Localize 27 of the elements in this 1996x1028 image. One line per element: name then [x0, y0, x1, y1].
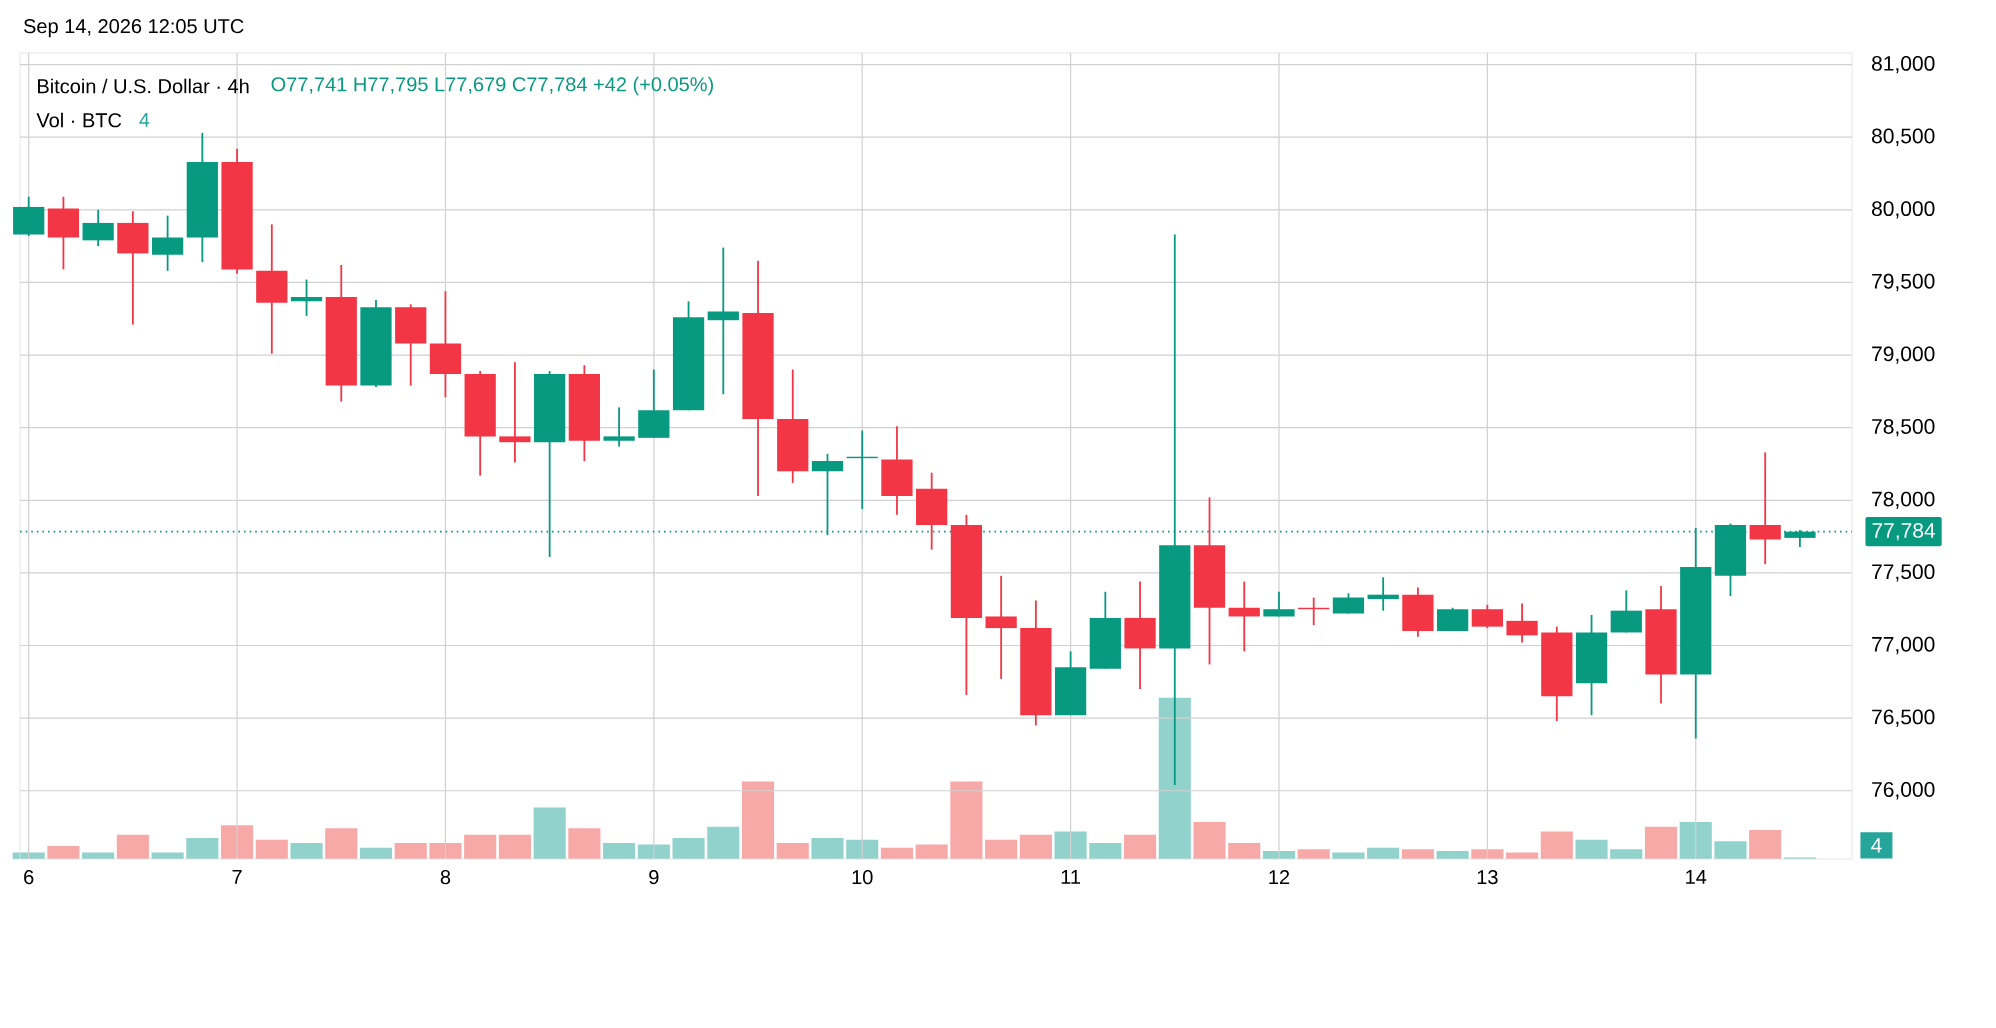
y-tick-label: 79,000: [1872, 346, 1935, 364]
y-tick-label: 76,000: [1872, 782, 1935, 800]
annotation: O77,741 H77,795 L77,679 C77,784 +42 (+0.05%): [271, 76, 713, 96]
text: 4: [139, 113, 150, 127]
y-tick-label: 81,000: [1872, 55, 1935, 74]
y-tick-label: 79,500: [1872, 273, 1935, 292]
x-tick-label: 12: [1269, 870, 1290, 885]
x-tick-label: 7: [232, 870, 242, 884]
x-tick-label: 6: [24, 870, 34, 885]
x-tick-label: 9: [649, 870, 659, 885]
text: 4: [1871, 838, 1882, 853]
x-tick-label: 13: [1477, 870, 1498, 885]
y-tick-label: 80,500: [1872, 128, 1935, 146]
x-tick-label: 14: [1686, 870, 1707, 884]
x-tick-label: 8: [440, 870, 451, 885]
ref-line-label: 77,784: [1872, 523, 1936, 541]
y-tick-label: 78,500: [1872, 419, 1935, 437]
y-tick-label: 77,500: [1872, 564, 1935, 582]
y-tick-label: 80,000: [1872, 201, 1935, 219]
chart-subtitle: Sep 14, 2026 12:05 UTC: [23, 19, 244, 38]
y-tick-label: 77,000: [1872, 636, 1935, 655]
text: Bitcoin / U.S. Dollar · 4h: [38, 78, 249, 94]
y-tick-label: 78,000: [1872, 491, 1935, 509]
chart-title: Vol · BTC: [36, 112, 122, 128]
x-tick-label: 11: [1061, 870, 1081, 884]
y-tick-label: 76,500: [1872, 709, 1935, 727]
x-tick-label: 10: [852, 870, 873, 885]
